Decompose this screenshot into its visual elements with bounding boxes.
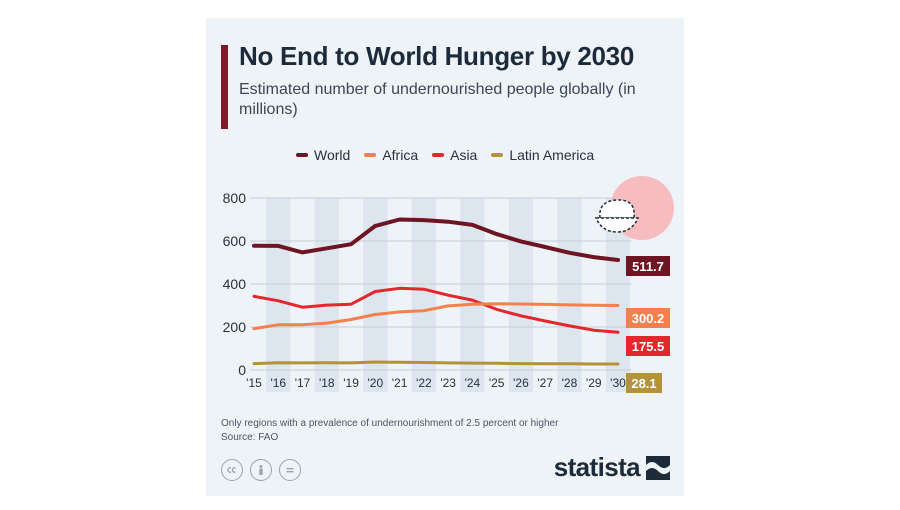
x-tick-label: '21 [392,376,408,390]
statista-wordmark: statista [553,452,641,482]
x-tick-label: '23 [440,376,456,390]
x-tick-label: '28 [562,376,578,390]
legend-label: Latin America [509,147,595,163]
x-tick-label: '19 [343,376,359,390]
x-tick-label: '30 [610,376,626,390]
svg-text:300.2: 300.2 [632,311,665,326]
equals-icon[interactable] [279,459,301,481]
legend-item-world: World [296,147,350,163]
end-label-world: 511.7 [626,256,670,276]
x-tick-label: '20 [368,376,384,390]
gridlines [250,197,631,371]
y-tick-label: 600 [223,233,247,249]
series-line-asia [252,286,620,334]
y-axis-ticks: 0 200 400 600 800 [223,190,247,378]
legend-swatch [432,153,445,157]
x-tick-label: '26 [513,376,529,390]
y-tick-label: 800 [223,190,247,206]
legend-swatch [491,153,504,157]
column-band [411,198,436,392]
end-label-africa: 300.2 [626,308,670,328]
column-bands [266,198,631,392]
footnote: Only regions with a prevalence of undern… [221,417,558,445]
statista-logo[interactable]: statista [554,452,670,483]
x-tick-label: '29 [586,376,602,390]
svg-text:175.5: 175.5 [632,339,665,354]
end-label-asia: 175.5 [626,336,670,356]
line-chart: 0 200 400 600 800 '15 '16 '17 '18 '19 '20 '21 '22 '2… [223,176,674,393]
series-line-world [252,217,620,262]
y-tick-label: 400 [223,276,247,292]
series-line-africa [252,302,620,331]
chart-legend: World Africa Asia Latin America [296,145,676,165]
x-tick-label: '24 [465,376,481,390]
x-tick-label: '22 [416,376,432,390]
column-band [508,198,534,392]
x-tick-label: '25 [489,376,505,390]
license-icons [221,459,308,481]
x-tick-label: '15 [246,376,262,390]
column-band [266,198,291,392]
column-band [460,198,485,392]
svg-text:511.7: 511.7 [632,259,664,274]
legend-item-africa: Africa [364,147,418,163]
chart-title: No End to World Hunger by 2030 [239,41,635,71]
x-axis-ticks: '15 '16 '17 '18 '19 '20 '21 '22 '23 '24 '25 '26 '27 '… [246,376,626,390]
chart-subtitle: Estimated number of undernourished peopl… [239,81,636,118]
end-value-labels: 511.7 300.2 175.5 28.1 [626,256,670,393]
svg-text:28.1: 28.1 [631,376,656,391]
source-text: Source: FAO [221,432,279,443]
legend-item-latin-america: Latin America [491,147,594,163]
series-lines [252,217,620,366]
x-tick-label: '17 [295,376,311,390]
footnote-text: Only regions with a prevalence of undern… [221,418,559,429]
column-band [314,198,339,392]
x-tick-label: '16 [270,376,286,390]
bowl-icon [594,176,674,240]
y-tick-label: 0 [238,362,246,378]
cc-icon[interactable] [221,459,243,481]
legend-swatch [296,153,308,157]
statista-logo-icon [646,455,670,480]
legend-label: World [314,147,351,163]
series-line-latin-america [252,360,620,366]
legend-label: Africa [382,147,419,163]
infographic-card: No End to World Hunger by 2030 Estimated… [206,18,684,496]
legend-item-asia: Asia [432,147,477,163]
legend-swatch [364,153,377,157]
accent-bar [221,45,228,129]
person-icon[interactable] [250,459,272,481]
x-tick-label: '27 [537,376,553,390]
column-band [557,198,582,392]
end-label-latin-america: 28.1 [626,373,662,393]
y-tick-label: 200 [223,319,247,335]
x-tick-label: '18 [319,376,335,390]
legend-label: Asia [450,147,478,163]
